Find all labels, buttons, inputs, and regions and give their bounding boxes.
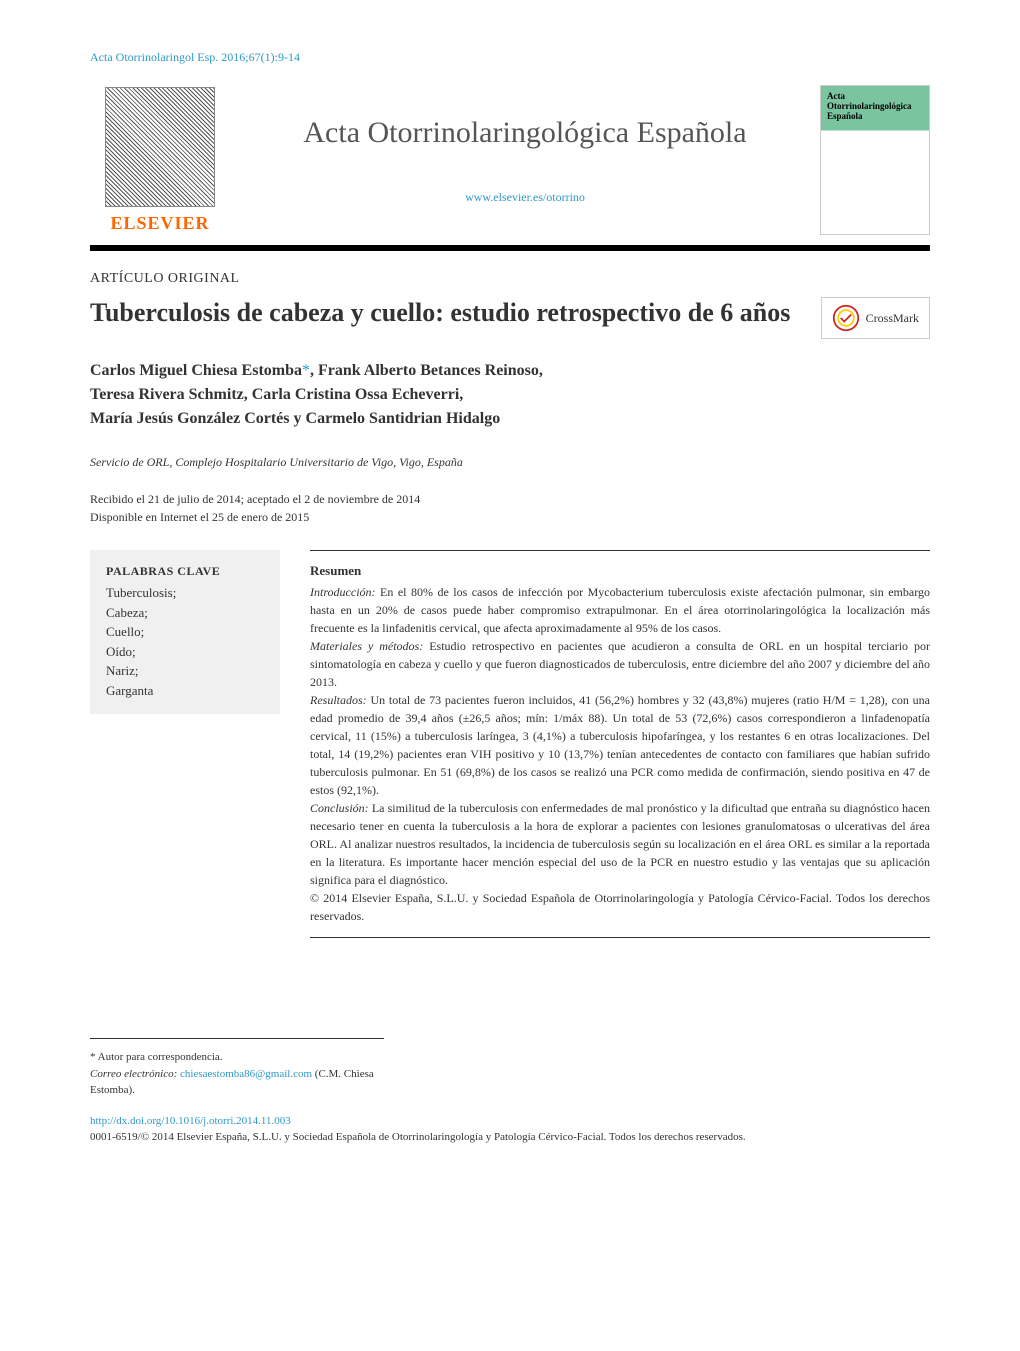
abstract-text: Introducción: En el 80% de los casos de … [310,583,930,925]
keyword-item: Cabeza; [106,603,264,623]
author-1: Carlos Miguel Chiesa Estomba [90,362,302,379]
intro-label: Introducción: [310,585,376,599]
keywords-heading: PALABRAS CLAVE [106,564,264,579]
article-dates: Recibido el 21 de julio de 2014; aceptad… [90,490,930,526]
title-row: Tuberculosis de cabeza y cuello: estudio… [90,297,930,339]
author-1b: , Frank Alberto Betances Reinoso, [310,362,543,379]
journal-title: Acta Otorrinolaringológica Española [250,116,800,150]
conclusion-label: Conclusión: [310,801,369,815]
keyword-item: Cuello; [106,622,264,642]
keywords-list: Tuberculosis; Cabeza; Cuello; Oído; Nari… [106,583,264,700]
corresponding-asterisk: * [302,362,310,379]
doi-link[interactable]: http://dx.doi.org/10.1016/j.otorri.2014.… [90,1113,930,1130]
authors-line3: María Jesús González Cortés y Carmelo Sa… [90,410,500,427]
conclusion-text: La similitud de la tuberculosis con enfe… [310,801,930,887]
keyword-item: Nariz; [106,661,264,681]
journal-cover-thumbnail: Acta Otorrinolaringológica Española [820,85,930,235]
authors: Carlos Miguel Chiesa Estomba*, Frank Alb… [90,359,930,431]
article-title: Tuberculosis de cabeza y cuello: estudio… [90,297,821,330]
corresponding-author-label: * Autor para correspondencia. [90,1049,384,1066]
email-line: Correo electrónico: chiesaestomba86@gmai… [90,1066,384,1099]
journal-title-block: Acta Otorrinolaringológica Española www.… [230,116,820,205]
issn-copyright: 0001-6519/© 2014 Elsevier España, S.L.U.… [90,1129,930,1146]
crossmark-label: CrossMark [866,311,919,326]
publisher-name: ELSEVIER [110,213,209,234]
keyword-item: Tuberculosis; [106,583,264,603]
abstract-body: Resumen Introducción: En el 80% de los c… [310,550,930,938]
abstract-copyright: © 2014 Elsevier España, S.L.U. y Socieda… [310,891,930,923]
keyword-item: Garganta [106,681,264,701]
citation-pages: :9-14 [275,50,300,64]
elsevier-tree-icon [105,87,215,207]
keywords-box: PALABRAS CLAVE Tuberculosis; Cabeza; Cue… [90,550,280,714]
footnotes: * Autor para correspondencia. Correo ele… [90,1038,384,1099]
doi-block: http://dx.doi.org/10.1016/j.otorri.2014.… [90,1113,930,1146]
methods-label: Materiales y métodos: [310,639,423,653]
email-address[interactable]: chiesaestomba86@gmail.com [180,1068,312,1080]
citation-volume: 67(1) [249,50,275,64]
cover-title: Acta Otorrinolaringológica Española [827,92,923,122]
keyword-item: Oído; [106,642,264,662]
citation-prefix: Acta Otorrinolaringol Esp. 2016; [90,50,249,64]
journal-url[interactable]: www.elsevier.es/otorrino [250,190,800,205]
results-label: Resultados: [310,693,367,707]
publisher-logo-block: ELSEVIER [90,87,230,234]
results-text: Un total de 73 pacientes fueron incluido… [310,693,930,797]
email-label: Correo electrónico: [90,1068,180,1080]
masthead: ELSEVIER Acta Otorrinolaringológica Espa… [90,85,930,251]
header-citation: Acta Otorrinolaringol Esp. 2016;67(1):9-… [90,50,930,65]
affiliation: Servicio de ORL, Complejo Hospitalario U… [90,455,930,470]
abstract-container: PALABRAS CLAVE Tuberculosis; Cabeza; Cue… [90,550,930,938]
online-date: Disponible en Internet el 25 de enero de… [90,508,930,526]
crossmark-icon [832,304,860,332]
intro-text: En el 80% de los casos de infección por … [310,585,930,635]
authors-line2: Teresa Rivera Schmitz, Carla Cristina Os… [90,386,463,403]
abstract-heading: Resumen [310,563,930,579]
article-type: ARTÍCULO ORIGINAL [90,271,930,287]
crossmark-badge[interactable]: CrossMark [821,297,930,339]
received-date: Recibido el 21 de julio de 2014; aceptad… [90,490,930,508]
